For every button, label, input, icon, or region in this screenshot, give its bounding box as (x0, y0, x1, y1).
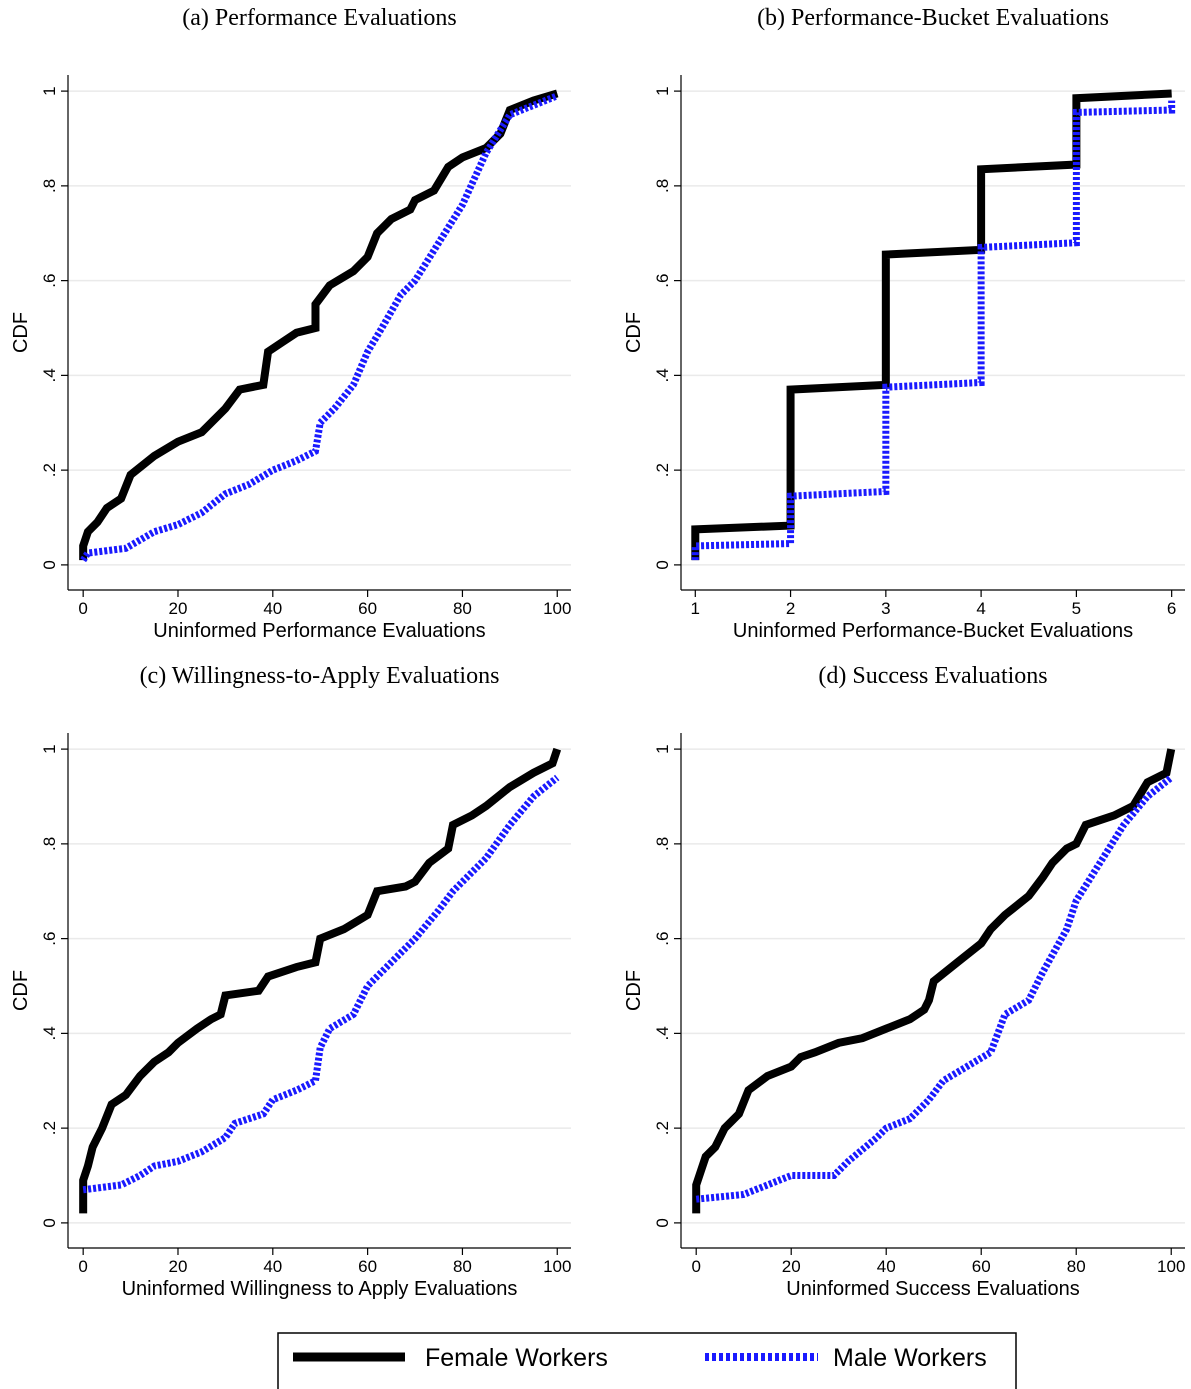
x-tick-label: 2 (786, 599, 795, 618)
x-axis-title: Uninformed Success Evaluations (786, 1278, 1079, 1300)
y-tick-label: .6 (653, 932, 672, 946)
y-tick-label: 0 (40, 1218, 59, 1227)
panel-title: (c) Willingness-to-Apply Evaluations (140, 663, 500, 689)
y-tick-label: .4 (653, 1026, 672, 1040)
y-tick-label: 0 (40, 560, 59, 569)
x-tick-label: 20 (169, 599, 188, 618)
y-axis-title: CDF (10, 312, 32, 353)
y-tick-label: 0 (653, 1218, 672, 1227)
x-axis-title: Uninformed Performance-Bucket Evaluation… (733, 620, 1133, 642)
y-tick-label: 1 (40, 86, 59, 95)
x-tick-label: 80 (453, 1257, 472, 1276)
y-tick-label: .8 (40, 837, 59, 851)
x-tick-label: 100 (543, 599, 571, 618)
y-tick-label: 0 (653, 560, 672, 569)
y-tick-label: .8 (653, 179, 672, 193)
x-tick-label: 0 (78, 599, 87, 618)
cdf-line (691, 89, 1172, 561)
y-tick-label: 1 (653, 744, 672, 753)
x-tick-label: 20 (169, 1257, 188, 1276)
panel-title: (d) Success Evaluations (818, 663, 1047, 689)
x-tick-label: 20 (782, 1257, 801, 1276)
x-tick-label: 3 (881, 599, 890, 618)
y-tick-label: .6 (653, 274, 672, 288)
x-tick-label: 5 (1072, 599, 1081, 618)
x-tick-label: 100 (1157, 1257, 1185, 1276)
cdf-line (82, 774, 560, 1194)
cdf-line (691, 100, 1176, 561)
y-tick-label: .2 (653, 1121, 672, 1135)
x-axis-title: Uninformed Performance Evaluations (153, 620, 485, 642)
legend-label: Female Workers (425, 1344, 608, 1372)
y-tick-label: .6 (40, 274, 59, 288)
y-tick-label: .2 (40, 463, 59, 477)
x-tick-label: 0 (78, 1257, 87, 1276)
y-tick-label: .8 (653, 837, 672, 851)
x-tick-label: 1 (691, 599, 700, 618)
y-tick-label: .2 (40, 1121, 59, 1135)
y-tick-label: .4 (40, 1026, 59, 1040)
x-axis-title: Uninformed Willingness to Apply Evaluati… (122, 1278, 518, 1300)
x-tick-label: 4 (976, 599, 985, 618)
x-tick-label: 100 (543, 1257, 571, 1276)
y-axis-title: CDF (623, 312, 645, 353)
y-tick-label: 1 (653, 86, 672, 95)
cdf-line (79, 747, 562, 1214)
cdf-line (692, 748, 1176, 1214)
x-tick-label: 80 (453, 599, 472, 618)
x-tick-label: 60 (358, 1257, 377, 1276)
y-tick-label: 1 (40, 744, 59, 753)
y-tick-label: .6 (40, 932, 59, 946)
y-tick-label: .2 (653, 463, 672, 477)
x-tick-label: 6 (1167, 599, 1176, 618)
x-tick-label: 60 (358, 599, 377, 618)
x-tick-label: 40 (877, 1257, 896, 1276)
x-tick-label: 60 (972, 1257, 991, 1276)
x-tick-label: 80 (1067, 1257, 1086, 1276)
cdf-line (80, 92, 559, 563)
cdf-line (695, 774, 1174, 1203)
x-tick-label: 40 (263, 1257, 282, 1276)
panel-title: (a) Performance Evaluations (182, 5, 457, 31)
x-tick-label: 40 (263, 599, 282, 618)
y-tick-label: .8 (40, 179, 59, 193)
y-axis-title: CDF (623, 970, 645, 1011)
x-tick-label: 0 (691, 1257, 700, 1276)
y-tick-label: .4 (40, 368, 59, 382)
cdf-line (79, 89, 559, 561)
y-tick-label: .4 (653, 368, 672, 382)
panel-title: (b) Performance-Bucket Evaluations (757, 5, 1109, 31)
y-axis-title: CDF (10, 970, 32, 1011)
legend-label: Male Workers (833, 1344, 987, 1372)
